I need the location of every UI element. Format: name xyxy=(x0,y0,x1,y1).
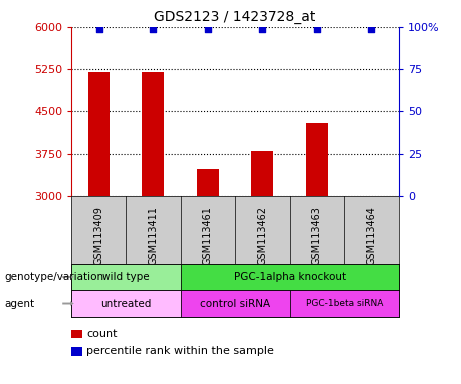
Text: GSM113463: GSM113463 xyxy=(312,206,322,265)
Text: control siRNA: control siRNA xyxy=(200,298,270,308)
Text: genotype/variation: genotype/variation xyxy=(5,272,104,282)
Bar xyxy=(142,72,164,196)
Point xyxy=(259,25,266,31)
Point xyxy=(204,25,212,31)
Text: untreated: untreated xyxy=(100,298,152,308)
Text: wild type: wild type xyxy=(102,272,150,282)
Text: GSM113462: GSM113462 xyxy=(257,206,267,265)
Point xyxy=(368,25,375,31)
Point xyxy=(313,25,321,31)
Text: count: count xyxy=(86,329,118,339)
Bar xyxy=(71,290,181,317)
Point xyxy=(149,25,157,31)
Title: GDS2123 / 1423728_at: GDS2123 / 1423728_at xyxy=(154,10,316,25)
Point xyxy=(95,25,102,31)
Bar xyxy=(181,264,399,290)
Text: PGC-1alpha knockout: PGC-1alpha knockout xyxy=(234,272,346,282)
Bar xyxy=(290,290,399,317)
Text: GSM113409: GSM113409 xyxy=(94,206,104,265)
Text: PGC-1beta siRNA: PGC-1beta siRNA xyxy=(306,299,383,308)
Text: percentile rank within the sample: percentile rank within the sample xyxy=(86,346,274,356)
Text: agent: agent xyxy=(5,298,35,308)
Text: GSM113464: GSM113464 xyxy=(366,206,377,265)
Bar xyxy=(181,290,290,317)
Text: GSM113411: GSM113411 xyxy=(148,206,158,265)
Bar xyxy=(88,72,110,196)
Bar xyxy=(197,169,219,196)
Bar xyxy=(71,264,181,290)
Bar xyxy=(306,123,328,196)
Text: GSM113461: GSM113461 xyxy=(203,206,213,265)
Bar xyxy=(252,151,273,196)
